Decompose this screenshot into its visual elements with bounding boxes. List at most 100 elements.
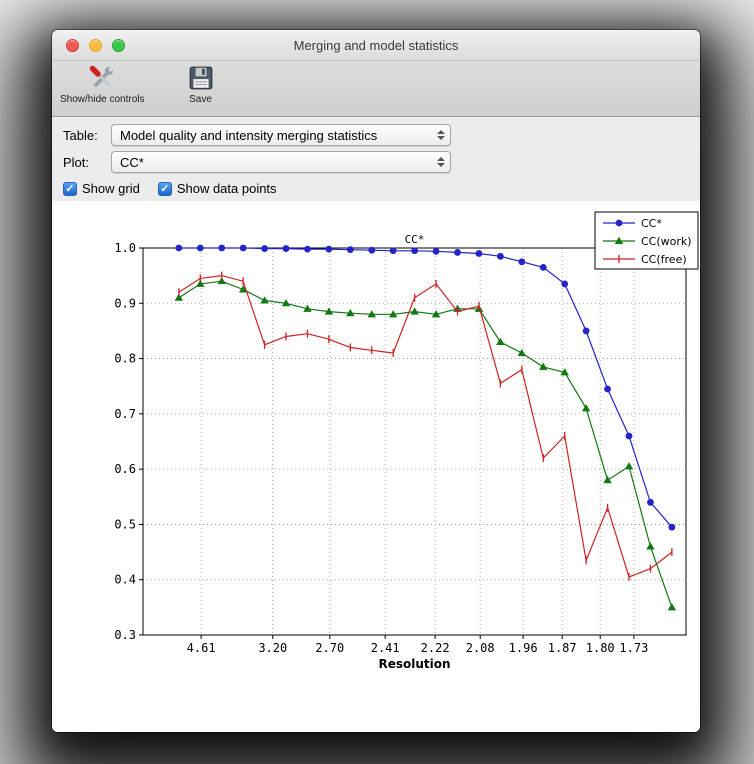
series-cc-work-marker bbox=[217, 276, 226, 285]
series-cc-marker bbox=[518, 258, 526, 266]
x-axis-label: Resolution bbox=[378, 657, 450, 671]
titlebar: Merging and model statistics bbox=[52, 30, 700, 61]
series-cc-work-marker bbox=[324, 307, 334, 315]
series-cc-marker bbox=[625, 432, 633, 440]
legend-marker-cc-work bbox=[614, 236, 624, 244]
plot-area: 0.3 0.4 0.5 0.6 0.7 0.8 0.9 1.0 4.61 3.20 2.70 2.41… bbox=[52, 201, 700, 732]
series-cc-work-marker bbox=[624, 462, 634, 470]
x-tick-label: 3.20 bbox=[258, 641, 287, 655]
save-label: Save bbox=[189, 94, 212, 105]
y-tick-label: 0.8 bbox=[114, 352, 136, 366]
x-tick-label: 4.61 bbox=[187, 641, 216, 655]
series-cc-work-marker bbox=[238, 285, 248, 293]
dropdown-arrows-icon bbox=[437, 130, 445, 140]
series-cc-work-marker bbox=[517, 348, 527, 357]
table-label: Table: bbox=[63, 127, 98, 143]
series-cc-marker bbox=[561, 280, 569, 288]
legend-label-cc: CC* bbox=[641, 217, 662, 230]
save-button[interactable]: Save bbox=[171, 64, 231, 105]
dropdown-arrows-icon bbox=[437, 157, 445, 167]
series-cc-work-marker bbox=[603, 476, 612, 484]
series-cc-work-marker bbox=[410, 307, 419, 315]
series-cc-marker bbox=[582, 327, 590, 335]
series-cc-marker bbox=[261, 245, 268, 252]
series-cc-marker bbox=[475, 250, 483, 257]
series-cc-work-marker bbox=[496, 337, 505, 345]
y-tick-label: 0.6 bbox=[114, 462, 136, 476]
checkbox-row: ✓ Show grid ✓ Show data points bbox=[63, 181, 700, 196]
x-tick-label: 1.73 bbox=[619, 641, 648, 655]
series-cc-marker bbox=[346, 246, 354, 254]
series-cc-marker bbox=[496, 252, 504, 260]
show-hide-controls-label: Show/hide controls bbox=[60, 94, 145, 105]
series-cc-marker bbox=[668, 523, 676, 531]
show-grid-label: Show grid bbox=[82, 181, 140, 196]
axes-box bbox=[142, 247, 687, 636]
controls-panel: Table: Model quality and intensity mergi… bbox=[52, 117, 700, 201]
plot-row: Plot: CC* bbox=[63, 151, 700, 173]
series-cc-work-marker bbox=[581, 404, 591, 412]
app-window: Merging and model statistics Show/hide c… bbox=[52, 30, 700, 732]
series-cc-marker bbox=[282, 245, 290, 252]
show-grid-checkbox[interactable]: ✓ bbox=[63, 181, 77, 196]
minimize-button[interactable] bbox=[89, 39, 102, 52]
series-cc-work-marker bbox=[560, 368, 569, 376]
x-tick-label: 1.80 bbox=[586, 641, 615, 655]
y-tick-label: 0.4 bbox=[114, 573, 136, 587]
series-cc-line bbox=[178, 247, 673, 528]
series-cc-free-line bbox=[178, 274, 673, 578]
series-cc-work-marker bbox=[367, 310, 376, 318]
series-cc-marker bbox=[196, 244, 204, 252]
x-tick-label: 2.41 bbox=[371, 641, 400, 655]
show-hide-controls-button[interactable]: Show/hide controls bbox=[60, 64, 145, 105]
show-data-points-checkbox[interactable]: ✓ bbox=[157, 181, 172, 196]
x-tick-label: 1.96 bbox=[509, 641, 538, 655]
x-tick-label: 1.87 bbox=[548, 641, 577, 655]
plot-canvas: 0.3 0.4 0.5 0.6 0.7 0.8 0.9 1.0 4.61 3.20 2.70 2.41… bbox=[114, 211, 699, 671]
legend-label-cc-work: CC(work) bbox=[641, 235, 692, 248]
y-tick-label: 0.7 bbox=[114, 407, 136, 421]
series-cc-marker bbox=[368, 246, 376, 254]
series-cc-marker bbox=[411, 247, 419, 255]
series-cc-marker bbox=[389, 247, 397, 255]
series-cc-work-marker bbox=[281, 299, 291, 307]
y-tick-label: 0.5 bbox=[114, 517, 136, 531]
series-cc-marker bbox=[325, 245, 333, 253]
series-cc-marker bbox=[454, 249, 461, 256]
x-tick-label: 2.08 bbox=[466, 641, 495, 655]
table-select[interactable]: Model quality and intensity merging stat… bbox=[111, 124, 451, 146]
series-cc-work-marker bbox=[346, 309, 355, 317]
y-tick-label: 0.3 bbox=[114, 628, 136, 642]
series-cc-marker bbox=[175, 244, 183, 252]
show-data-points-label: Show data points bbox=[176, 181, 277, 196]
series-cc-work-marker bbox=[539, 362, 548, 370]
series-cc-work-marker bbox=[260, 296, 269, 304]
traffic-lights bbox=[66, 39, 125, 52]
close-button[interactable] bbox=[66, 39, 79, 52]
series-cc-work-marker bbox=[174, 293, 184, 301]
show-grid-checkbox-item[interactable]: ✓ Show grid bbox=[63, 181, 140, 196]
toolbar: Show/hide controls Save bbox=[52, 61, 700, 117]
series-cc-marker bbox=[304, 245, 311, 253]
chart-title: CC* bbox=[405, 233, 425, 246]
y-tick-label: 0.9 bbox=[114, 296, 136, 310]
plot-label: Plot: bbox=[63, 154, 90, 170]
window-title: Merging and model statistics bbox=[293, 37, 459, 53]
series-cc-marker bbox=[218, 244, 226, 252]
series-cc-marker bbox=[647, 498, 654, 506]
x-tick-label: 2.70 bbox=[315, 641, 344, 655]
legend-label-cc-free: CC(free) bbox=[641, 253, 687, 266]
series-cc-work-marker bbox=[431, 310, 441, 318]
show-data-points-checkbox-item[interactable]: ✓ Show data points bbox=[157, 181, 277, 196]
series-cc-marker bbox=[604, 385, 611, 393]
tools-icon bbox=[88, 64, 116, 92]
legend-marker-cc bbox=[615, 219, 623, 227]
table-row: Table: Model quality and intensity mergi… bbox=[63, 124, 700, 146]
series-cc-marker bbox=[539, 263, 547, 271]
plot-select[interactable]: CC* bbox=[111, 151, 451, 173]
plot-select-value: CC* bbox=[120, 154, 144, 170]
series-cc-marker bbox=[239, 244, 247, 252]
series-cc-work-line bbox=[178, 280, 673, 608]
series-cc-marker bbox=[432, 247, 440, 255]
zoom-button[interactable] bbox=[112, 39, 125, 52]
